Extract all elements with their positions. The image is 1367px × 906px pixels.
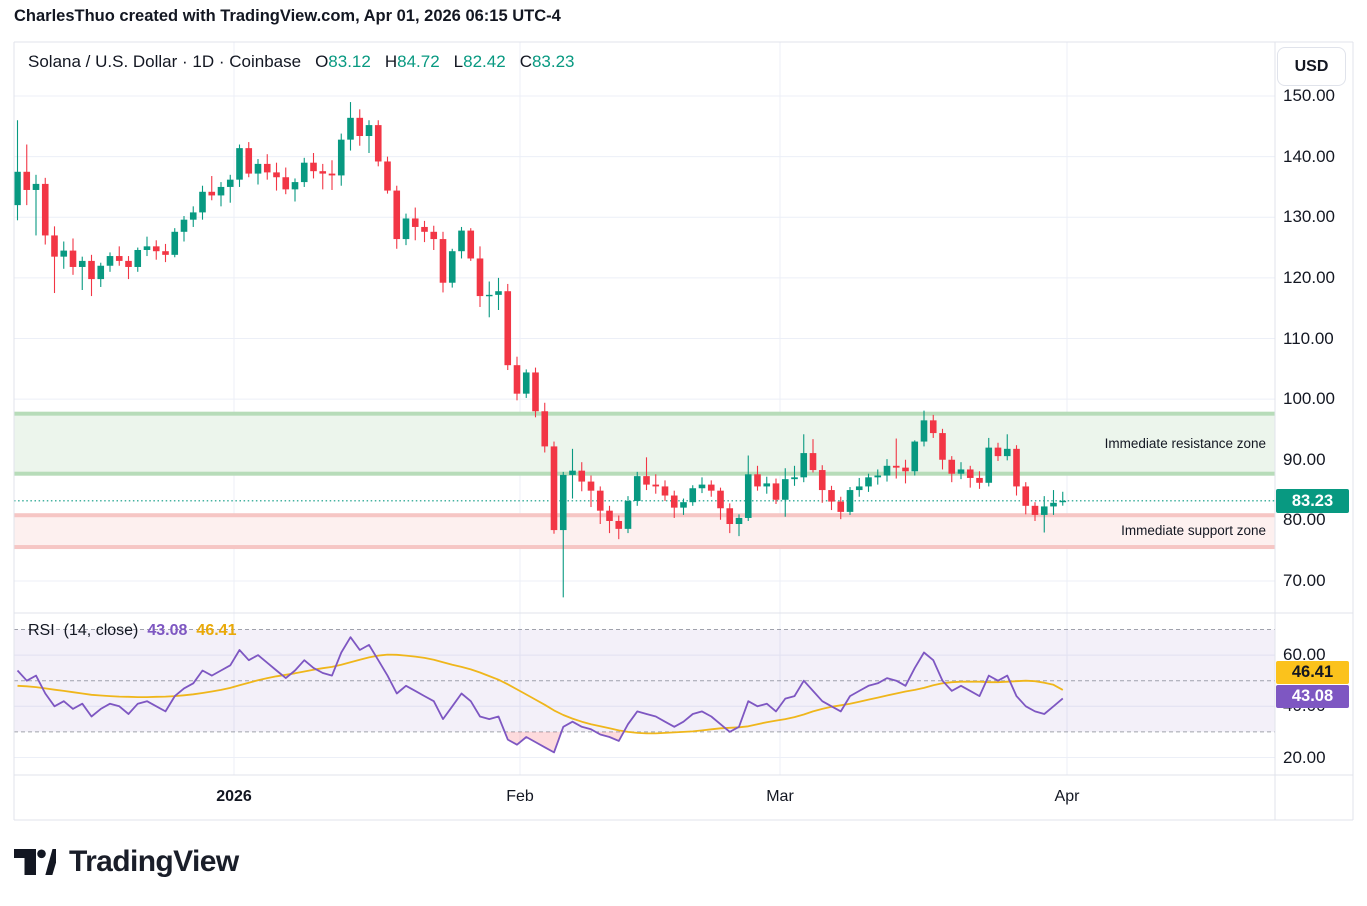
price-tick: 80.00	[1283, 510, 1326, 530]
tradingview-logo-text: TradingView	[69, 845, 239, 878]
rsi-ma-badge: 46.41	[1276, 661, 1349, 684]
rsi-oversold-fill	[504, 731, 624, 753]
symbol-title: Solana / U.S. Dollar · 1D · Coinbase	[28, 52, 302, 71]
time-tick-month: Mar	[766, 788, 794, 805]
rsi-tick: 20.00	[1283, 747, 1326, 767]
chart-frame	[13, 41, 1354, 821]
ohlc-high: H84.72	[384, 52, 440, 71]
price-tick: 110.00	[1283, 328, 1334, 348]
rsi-value-badge: 43.08	[1276, 685, 1349, 708]
rsi-ma-value: 46.41	[196, 622, 237, 639]
ohlc-close: C83.23	[519, 52, 575, 71]
rsi-title: RSI	[28, 622, 55, 639]
rsi-legend[interactable]: RSI (14, close) 43.08 46.41	[28, 622, 236, 640]
price-tick: 150.00	[1283, 86, 1335, 105]
support-zone-label: Immediate support zone	[1121, 523, 1266, 538]
time-tick-month: Apr	[1054, 788, 1080, 805]
tradingview-logo-mark-icon	[14, 849, 56, 875]
time-tick-year: 2026	[216, 788, 252, 805]
ohlc-open: O83.12	[315, 52, 371, 71]
time-tick-month: Feb	[506, 788, 534, 805]
price-tick: 90.00	[1283, 449, 1326, 469]
attribution-watermark: CharlesThuo created with TradingView.com…	[14, 7, 561, 25]
tradingview-logo[interactable]: TradingView	[14, 845, 239, 879]
symbol-legend[interactable]: Solana / U.S. Dollar · 1D · Coinbase O83…	[28, 52, 575, 72]
rsi-line	[16, 636, 1064, 754]
price-tick: 70.00	[1283, 570, 1326, 590]
price-tick: 140.00	[1283, 146, 1335, 166]
rsi-ma-line	[17, 653, 1064, 735]
candlestick-series	[14, 102, 1067, 598]
resistance-zone-label: Immediate resistance zone	[1104, 436, 1266, 451]
price-zones	[14, 411, 1275, 550]
price-tick: 120.00	[1283, 267, 1335, 287]
rsi-value: 43.08	[147, 622, 188, 639]
price-tick: 130.00	[1283, 207, 1335, 227]
rsi-tick: 60.00	[1283, 645, 1326, 664]
ohlc-low: L82.42	[453, 52, 506, 71]
currency-button[interactable]: USD	[1277, 47, 1346, 86]
price-tick: 100.00	[1283, 389, 1335, 409]
rsi-band	[14, 629, 1275, 733]
rsi-params: (14, close)	[63, 622, 139, 639]
current-price-badge: 83.23	[1276, 489, 1349, 513]
